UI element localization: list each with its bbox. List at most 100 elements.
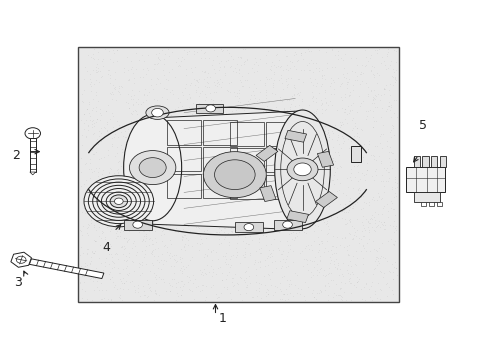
Point — [345, 271, 353, 277]
Point — [379, 270, 387, 276]
Point — [127, 64, 135, 69]
Point — [213, 295, 221, 301]
Point — [107, 243, 115, 248]
Point — [318, 169, 325, 175]
Point — [193, 124, 201, 130]
Point — [304, 102, 312, 108]
Point — [353, 163, 361, 169]
Point — [346, 258, 353, 264]
Circle shape — [139, 158, 166, 177]
Point — [183, 262, 191, 267]
Point — [191, 284, 199, 290]
Point — [219, 157, 227, 163]
Point — [261, 263, 268, 269]
Point — [373, 91, 381, 97]
Point — [170, 193, 178, 198]
Point — [200, 251, 208, 257]
Point — [162, 76, 169, 82]
Point — [316, 125, 324, 131]
Point — [351, 262, 359, 267]
Point — [380, 255, 388, 261]
Point — [382, 293, 390, 298]
Point — [320, 128, 328, 134]
Point — [97, 260, 105, 266]
Point — [257, 184, 265, 190]
Point — [109, 279, 117, 285]
Point — [220, 222, 228, 228]
Point — [97, 112, 105, 118]
Point — [243, 186, 251, 192]
Point — [139, 66, 146, 72]
Point — [357, 219, 365, 225]
Point — [292, 114, 300, 120]
Point — [148, 237, 156, 243]
Point — [225, 64, 233, 69]
Point — [138, 262, 145, 268]
Point — [343, 243, 350, 248]
Point — [370, 198, 378, 203]
Point — [313, 171, 321, 177]
Point — [139, 168, 146, 174]
Point — [251, 287, 259, 293]
Point — [308, 123, 316, 129]
Point — [144, 177, 152, 183]
Point — [166, 255, 174, 261]
Polygon shape — [152, 111, 302, 230]
Point — [312, 156, 320, 162]
Point — [235, 226, 243, 231]
Point — [263, 126, 270, 132]
Point — [347, 205, 355, 211]
Point — [388, 276, 396, 282]
Point — [191, 189, 199, 195]
Point — [172, 189, 180, 195]
Point — [121, 128, 129, 134]
Point — [163, 244, 171, 250]
Point — [181, 217, 188, 223]
Point — [301, 211, 308, 217]
Point — [364, 224, 371, 230]
Point — [311, 296, 319, 302]
Point — [256, 251, 264, 256]
Point — [357, 127, 365, 133]
Point — [98, 230, 106, 236]
Point — [350, 262, 358, 267]
Point — [301, 49, 309, 55]
Point — [183, 211, 190, 217]
Point — [259, 161, 267, 166]
Point — [245, 177, 253, 183]
Point — [166, 164, 174, 170]
Point — [212, 224, 220, 229]
Point — [118, 297, 125, 302]
Point — [241, 77, 249, 83]
Point — [184, 169, 192, 175]
Point — [201, 55, 208, 61]
Point — [334, 262, 342, 268]
Point — [203, 79, 211, 85]
Point — [86, 76, 94, 82]
Point — [380, 166, 387, 171]
Point — [237, 133, 244, 139]
Point — [181, 232, 188, 238]
Point — [180, 243, 188, 249]
Point — [324, 127, 331, 133]
Point — [241, 235, 249, 240]
Point — [88, 297, 96, 303]
Point — [354, 188, 362, 193]
Point — [340, 216, 348, 222]
Point — [236, 171, 244, 177]
Point — [208, 247, 216, 252]
Point — [354, 134, 362, 140]
Point — [200, 116, 208, 121]
Point — [259, 233, 267, 238]
Point — [219, 175, 227, 181]
Point — [328, 277, 336, 283]
Point — [140, 233, 148, 239]
Point — [199, 114, 207, 120]
Point — [147, 178, 155, 184]
Point — [104, 169, 112, 175]
Point — [142, 118, 150, 124]
Point — [260, 192, 267, 198]
Point — [164, 158, 172, 164]
Point — [92, 196, 100, 202]
Point — [308, 287, 316, 293]
